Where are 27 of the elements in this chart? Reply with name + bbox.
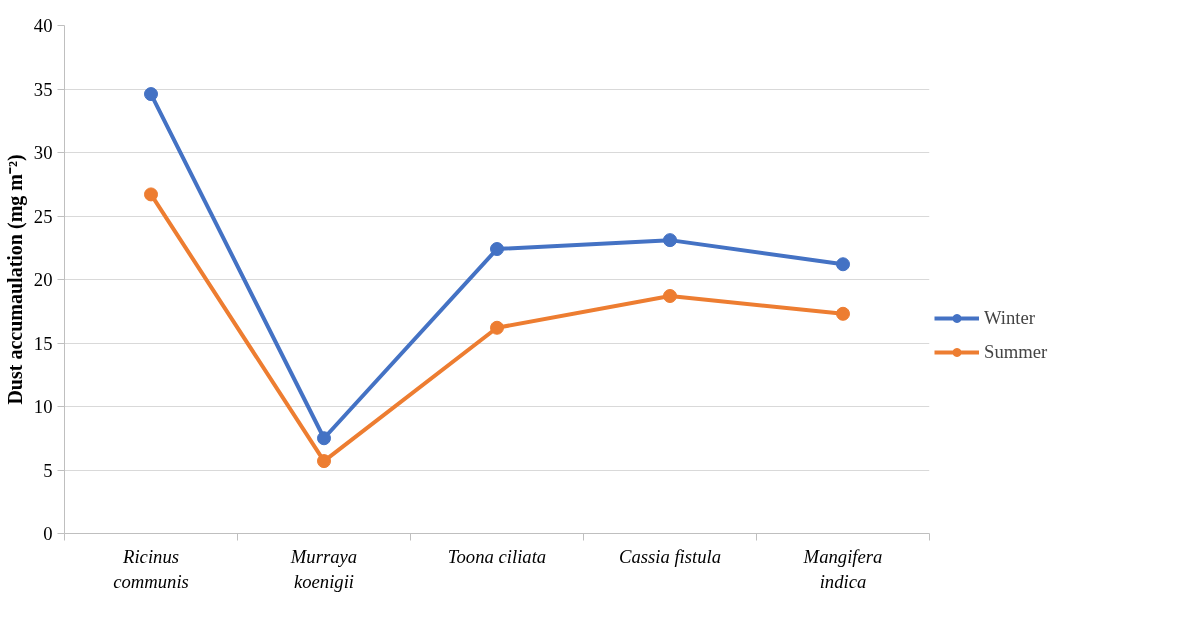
y-tick-label: 25: [33, 205, 53, 227]
point: [144, 187, 158, 202]
point: [836, 257, 850, 272]
point: [144, 87, 158, 102]
y-tick-label: 30: [33, 142, 53, 163]
point: [317, 431, 331, 446]
x-tick-label: Murraya koenigii: [289, 545, 358, 592]
x-tick-label: Cassia fistula: [618, 545, 722, 567]
point: [836, 306, 850, 321]
y-tick-label: 40: [33, 15, 53, 36]
y-tick-label: 20: [33, 269, 53, 290]
legend-label: Summer: [984, 341, 1048, 363]
x-tick-label: Ricinus communis: [113, 545, 189, 592]
point: [490, 242, 504, 257]
y-tick-label: 10: [33, 396, 53, 417]
y-tick-label: 35: [33, 78, 53, 100]
y-tick-label: 5: [43, 459, 53, 481]
point: [490, 320, 504, 335]
point: [663, 233, 677, 248]
legend-label: Winter: [984, 307, 1036, 329]
y-tick-label: 15: [33, 332, 53, 354]
point: [663, 289, 677, 303]
point: [317, 454, 331, 469]
x-tick-label: Mangifera indica: [802, 545, 883, 592]
y-tick-label: 0: [43, 523, 53, 544]
y-axis-title: Dust accumaulation (mg m⁻²): [3, 154, 27, 405]
x-tick-label: Toona ciliata: [447, 545, 547, 567]
